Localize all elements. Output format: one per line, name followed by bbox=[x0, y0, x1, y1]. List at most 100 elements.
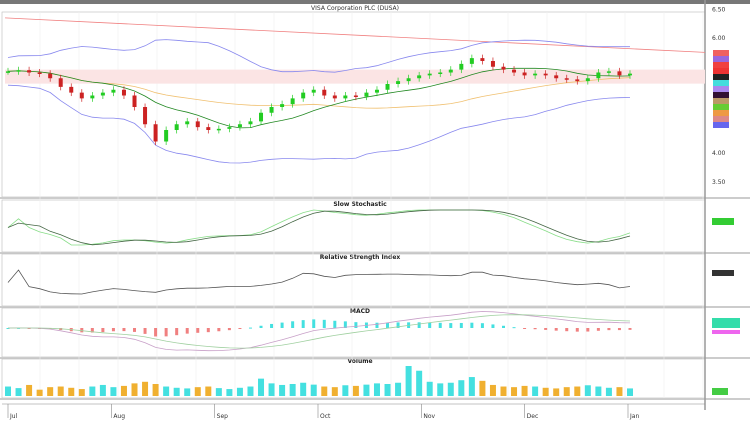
volume-bar bbox=[563, 387, 570, 396]
volume-bar bbox=[289, 384, 296, 396]
volume-bar bbox=[363, 384, 370, 396]
volume-bar bbox=[605, 387, 612, 396]
candle bbox=[69, 86, 74, 93]
macd-line bbox=[7, 311, 631, 352]
macd-histogram-bar bbox=[501, 325, 505, 328]
candle bbox=[301, 92, 306, 99]
volume-bar bbox=[395, 382, 402, 396]
legend-swatch bbox=[713, 74, 729, 80]
panel-title-stochastic: Slow Stochastic bbox=[333, 201, 387, 208]
candle bbox=[564, 78, 569, 80]
candle bbox=[48, 73, 53, 79]
macd-histogram-bar bbox=[301, 320, 305, 328]
macd-histogram-bar bbox=[533, 328, 537, 330]
volume-bar bbox=[226, 389, 233, 396]
candle bbox=[90, 95, 95, 99]
x-tick-label: Jan bbox=[629, 413, 639, 420]
candle bbox=[406, 78, 411, 82]
candle bbox=[79, 92, 84, 99]
candle bbox=[227, 127, 232, 129]
macd-histogram-bar bbox=[122, 328, 126, 332]
volume-bar bbox=[595, 386, 602, 396]
candle bbox=[174, 124, 179, 130]
macd-histogram-bar bbox=[27, 328, 31, 329]
macd-histogram-bar bbox=[617, 328, 621, 331]
y-tick-label: 4.00 bbox=[712, 150, 726, 157]
legend-swatch bbox=[713, 62, 729, 68]
volume-bar bbox=[500, 386, 507, 396]
candle bbox=[195, 121, 200, 128]
macd-histogram-bar bbox=[575, 328, 579, 332]
candle bbox=[448, 69, 453, 73]
candle bbox=[290, 98, 295, 105]
candle bbox=[554, 75, 559, 79]
legend-swatch bbox=[713, 110, 729, 116]
volume-bar bbox=[247, 386, 254, 396]
candle bbox=[259, 112, 264, 122]
volume-bar bbox=[184, 388, 191, 396]
volume-bar bbox=[36, 389, 43, 396]
macd-histogram-bar bbox=[386, 322, 390, 328]
candle bbox=[111, 89, 116, 93]
candle bbox=[438, 72, 443, 74]
candle bbox=[459, 63, 464, 70]
ma30-line bbox=[7, 70, 631, 109]
volume-bar bbox=[437, 383, 444, 396]
volume-bar bbox=[331, 387, 338, 396]
y-tick-label: 3.50 bbox=[712, 179, 726, 186]
candle bbox=[216, 128, 221, 131]
macd-histogram-bar bbox=[80, 328, 84, 333]
x-tick-label: Sep bbox=[217, 413, 229, 420]
volume-bar bbox=[215, 388, 222, 396]
panel-title-macd: MACD bbox=[350, 308, 370, 315]
candle bbox=[606, 71, 611, 73]
volume-bar bbox=[89, 386, 96, 396]
lower-bollinger-band bbox=[7, 84, 631, 164]
candle bbox=[469, 58, 474, 64]
macd-histogram-bar bbox=[270, 323, 274, 328]
candle bbox=[585, 78, 590, 82]
volume-bar bbox=[479, 380, 486, 396]
candle bbox=[575, 79, 580, 82]
volume-bar bbox=[310, 384, 317, 396]
macd-histogram-bar bbox=[154, 328, 158, 337]
volume-bar bbox=[584, 385, 591, 396]
volume-bar bbox=[521, 385, 528, 396]
chart-title: VISA Corporation PLC (DUSA) bbox=[311, 5, 399, 12]
volume-bar bbox=[489, 384, 496, 396]
legend-swatch bbox=[713, 80, 729, 86]
panel-frame bbox=[1, 11, 706, 198]
volume-bar bbox=[416, 370, 423, 396]
legend-swatch bbox=[713, 122, 729, 128]
volume-bar bbox=[511, 387, 518, 396]
candle bbox=[121, 89, 126, 96]
volume-bar bbox=[616, 387, 623, 396]
macd-histogram-bar bbox=[248, 327, 252, 329]
volume-bar bbox=[194, 387, 201, 396]
rsi-line bbox=[7, 269, 631, 295]
panel-title-rsi: Relative Strength Index bbox=[320, 254, 401, 261]
volume-bar bbox=[352, 385, 359, 396]
macd-histogram-bar bbox=[333, 320, 337, 328]
macd-histogram-bar bbox=[111, 328, 115, 332]
volume-bar bbox=[426, 381, 433, 396]
panel-frame bbox=[1, 253, 706, 307]
volume-bar bbox=[542, 387, 549, 396]
panel-title-volume: Volume bbox=[347, 358, 372, 365]
resistance-zone bbox=[5, 69, 705, 84]
x-tick-label: Oct bbox=[320, 413, 331, 420]
macd-histogram-bar bbox=[133, 328, 137, 332]
top-bar bbox=[0, 0, 750, 4]
volume-bar bbox=[458, 380, 465, 396]
ma10-line bbox=[7, 67, 631, 129]
macd-histogram-bar bbox=[544, 328, 548, 330]
macd-histogram-bar bbox=[101, 328, 105, 333]
candle bbox=[480, 58, 485, 61]
candle bbox=[417, 75, 422, 79]
volume-bar bbox=[553, 388, 560, 396]
volume-bar bbox=[110, 387, 117, 396]
candle bbox=[280, 104, 285, 107]
candle bbox=[206, 127, 211, 130]
volume-bar bbox=[57, 386, 64, 396]
volume-bar bbox=[300, 382, 307, 396]
